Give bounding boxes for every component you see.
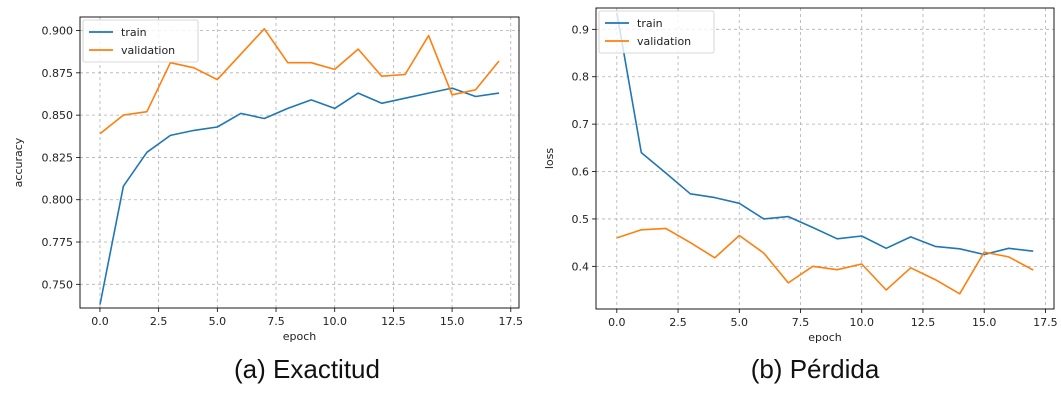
y-tick-label: 0.825 xyxy=(42,151,74,164)
y-tick-label: 0.4 xyxy=(572,260,590,273)
y-axis-label: loss xyxy=(543,148,556,170)
y-tick-label: 0.9 xyxy=(572,23,590,36)
figure-caption: (a) Exactitud xyxy=(234,354,380,384)
y-tick-label: 0.850 xyxy=(42,109,74,122)
y-tick-label: 0.6 xyxy=(572,166,590,179)
y-axis-label: accuracy xyxy=(12,137,25,187)
y-tick-label: 0.900 xyxy=(42,25,74,38)
x-axis-label: epoch xyxy=(283,330,317,343)
series-line-validation xyxy=(616,227,1034,295)
x-tick-label: 17.5 xyxy=(1033,316,1058,329)
series-line-train xyxy=(616,12,1034,256)
x-tick-label: 12.5 xyxy=(381,315,406,328)
series-line-train xyxy=(99,87,500,305)
x-tick-label: 10.0 xyxy=(322,315,347,328)
chart-0: 0.0 2.5 5.0 7.5 10.0 12.5 15.0 17.5 0.750 0.775 0.… xyxy=(12,16,524,384)
x-tick-label: 7.5 xyxy=(267,315,285,328)
chart-1: 0.0 2.5 5.0 7.5 10.0 12.5 15.0 17.5 0.4 0.5 0.6 0.7… xyxy=(543,7,1058,384)
y-tick-label: 0.800 xyxy=(42,194,74,207)
legend-label-train: train xyxy=(637,17,663,30)
legend-label-validation: validation xyxy=(637,35,691,48)
x-tick-label: 2.5 xyxy=(150,315,168,328)
legend-box xyxy=(598,10,715,54)
y-tick-label: 0.875 xyxy=(42,67,74,80)
y-tick-label: 0.5 xyxy=(572,213,590,226)
figure-caption: (b) Pérdida xyxy=(751,354,880,384)
x-tick-label: 12.5 xyxy=(911,316,936,329)
y-tick-label: 0.8 xyxy=(572,71,590,84)
x-tick-label: 10.0 xyxy=(849,316,874,329)
x-tick-label: 15.0 xyxy=(440,315,465,328)
plot-frame xyxy=(79,16,520,309)
plot-frame xyxy=(595,7,1055,310)
series-line-validation xyxy=(99,27,500,135)
x-tick-label: 7.5 xyxy=(792,316,810,329)
legend-box xyxy=(82,19,199,63)
x-tick-label: 0.0 xyxy=(91,315,109,328)
y-tick-label: 0.750 xyxy=(42,278,74,291)
x-tick-label: 5.0 xyxy=(209,315,227,328)
legend-label-train: train xyxy=(121,26,147,39)
x-tick-label: 2.5 xyxy=(669,316,687,329)
x-tick-label: 15.0 xyxy=(972,316,997,329)
x-tick-label: 5.0 xyxy=(731,316,749,329)
y-tick-label: 0.7 xyxy=(572,118,590,131)
x-axis-label: epoch xyxy=(808,331,842,344)
legend-label-validation: validation xyxy=(121,44,175,57)
y-tick-label: 0.775 xyxy=(42,236,74,249)
x-tick-label: 0.0 xyxy=(608,316,626,329)
x-tick-label: 17.5 xyxy=(499,315,524,328)
